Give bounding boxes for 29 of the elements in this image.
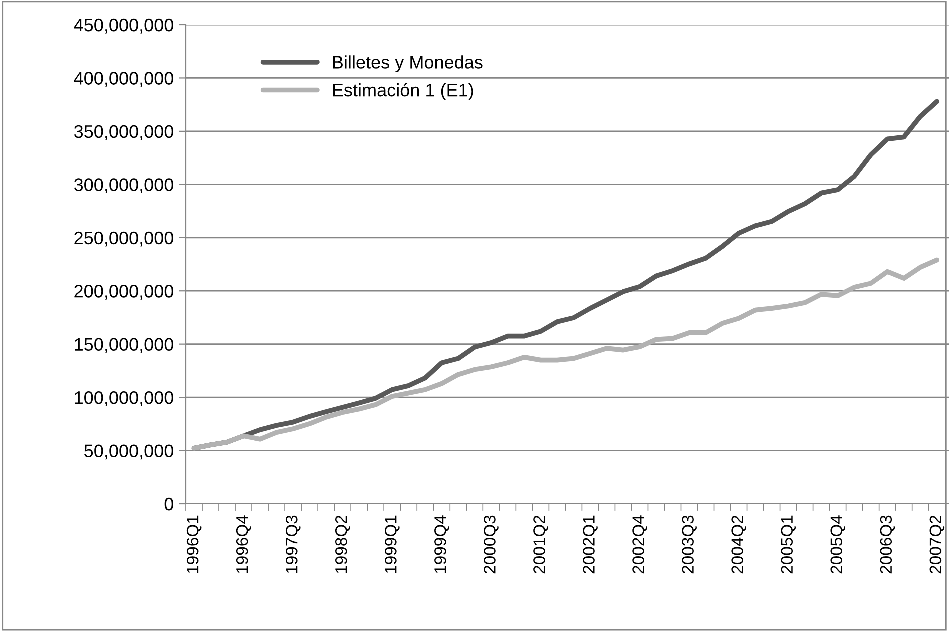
y-tick-label: 150,000,000 xyxy=(75,338,174,354)
x-tick-label: 2002Q1 xyxy=(583,516,598,574)
x-tick-label: 1996Q4 xyxy=(236,516,252,574)
x-tick-label: 1999Q1 xyxy=(385,516,400,574)
x-tick-label: 2006Q3 xyxy=(880,516,896,574)
line-series xyxy=(192,258,940,451)
y-tick-label: 50,000,000 xyxy=(84,444,174,460)
y-tick-label: 350,000,000 xyxy=(74,125,174,140)
legend-label: Estimación 1 (E1) xyxy=(333,83,474,100)
y-tick-label: 300,000,000 xyxy=(74,178,174,194)
legend-label: Billetes y Monedas xyxy=(333,56,483,72)
x-tick-label: 2004Q2 xyxy=(732,516,746,574)
x-tick-label: 2003Q3 xyxy=(682,516,697,574)
x-tick-label: 2005Q4 xyxy=(830,516,846,574)
y-tick-label: 0 xyxy=(164,498,174,511)
x-tick-label: 2002Q4 xyxy=(632,516,648,574)
x-tick-label: 1996Q1 xyxy=(186,516,202,574)
x-tick-label: 1999Q4 xyxy=(434,516,450,574)
x-tick-label: 2001Q2 xyxy=(534,516,548,574)
x-tick-label: 2007Q2 xyxy=(930,516,945,574)
y-tick-label: 250,000,000 xyxy=(74,232,174,247)
x-tick-label: 1998Q2 xyxy=(336,516,350,574)
y-tick-label: 200,000,000 xyxy=(74,285,174,300)
x-tick-label: 2000Q3 xyxy=(484,516,499,574)
y-tick-label: 450,000,000 xyxy=(74,18,174,34)
y-tick-label: 400,000,000 xyxy=(74,72,174,88)
x-tick-label: 1997Q3 xyxy=(286,516,301,574)
y-tick-label: 100,000,000 xyxy=(75,391,174,406)
x-tick-label: 2005Q1 xyxy=(781,516,796,574)
